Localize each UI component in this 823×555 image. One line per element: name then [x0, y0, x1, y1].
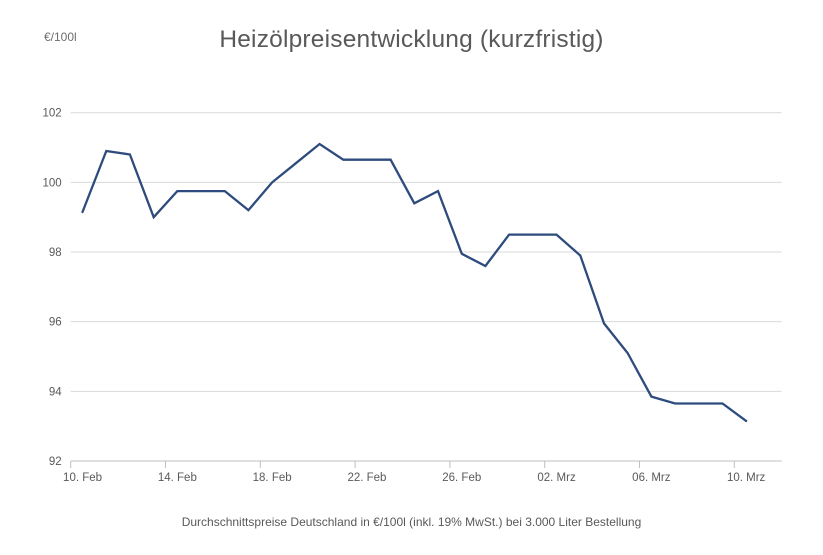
y-axis-tick-label: 100: [43, 177, 62, 189]
x-axis-ticks: [70, 461, 735, 468]
x-axis-tick-label: 06. Mrz: [632, 472, 671, 484]
x-axis-tick-label: 14. Feb: [158, 472, 197, 484]
y-axis-labels: 92 94 96 98 100 102: [43, 108, 63, 468]
y-axis-tick-label: 98: [49, 247, 62, 259]
x-axis-tick-label: 18. Feb: [253, 472, 292, 484]
y-axis-tick-label: 92: [49, 456, 62, 468]
x-axis-tick-label: 10. Feb: [63, 472, 102, 484]
price-line-series: [81, 142, 748, 423]
chart-title: Heizölpreisentwicklung (kurzfristig): [219, 26, 604, 53]
x-axis-tick-label: 22. Feb: [347, 472, 386, 484]
y-axis-tick-label: 96: [49, 317, 62, 329]
y-axis-unit-label: €/100l: [44, 30, 77, 44]
y-axis-tick-label: 102: [43, 108, 62, 120]
x-axis-tick-label: 02. Mrz: [537, 472, 576, 484]
y-axis-tick-label: 94: [49, 386, 62, 398]
gridlines: [70, 112, 782, 462]
x-axis-tick-label: 10. Mrz: [727, 472, 766, 484]
x-axis-labels: 10. Feb 14. Feb 18. Feb 22. Feb 26. Feb 02. M…: [63, 472, 766, 484]
chart-caption: Durchschnittspreise Deutschland in €/100…: [181, 515, 642, 529]
x-axis-tick-label: 26. Feb: [442, 472, 481, 484]
